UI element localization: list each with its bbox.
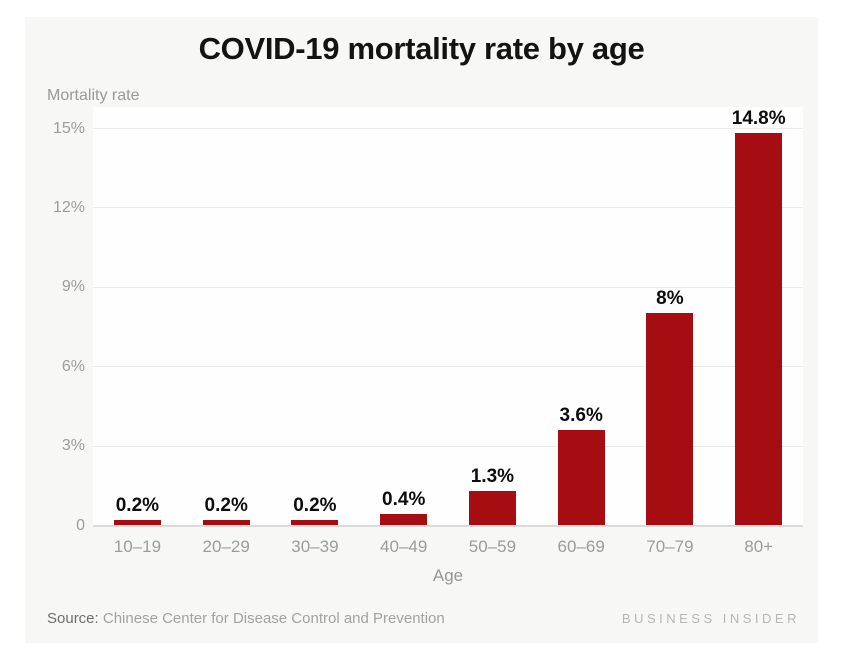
bar: [202, 519, 250, 525]
publisher-logo: BUSINESS INSIDER: [621, 611, 800, 626]
x-tick-label: 20–29: [202, 537, 250, 556]
x-tick-label: 60–69: [557, 537, 605, 556]
y-tick-label: 6%: [61, 357, 85, 375]
x-tick-label: 80+: [744, 537, 774, 556]
chart-card: COVID-19 mortality rate by age Mortality…: [25, 17, 818, 643]
y-tick-label: 12%: [52, 198, 85, 216]
gridline: [93, 445, 803, 447]
y-tick-label: 3%: [61, 437, 85, 455]
gridline: [93, 366, 803, 368]
y-tick-label: 15%: [52, 119, 85, 137]
bar-value-label: 1.3%: [470, 465, 515, 487]
source-line: Source: Chinese Center for Disease Contr…: [47, 610, 445, 627]
plot-area: 0.2% 0.2% 0.2% 0.4% 1.3% 3.6% 8% 14.8%: [93, 107, 803, 527]
bar-value-label: 8%: [656, 288, 684, 310]
x-tick-label: 30–39: [291, 537, 339, 556]
gridline: [93, 128, 803, 129]
bar: [380, 514, 428, 525]
bar: [646, 313, 694, 525]
y-axis-title: Mortality rate: [47, 87, 140, 104]
bar-value-label: 14.8%: [731, 108, 786, 130]
x-tick-label: 50–59: [468, 537, 517, 556]
bar: [468, 490, 516, 525]
source-text: Chinese Center for Disease Control and P…: [102, 610, 445, 627]
bar-value-label: 0.2%: [115, 494, 160, 516]
x-tick-label: 40–49: [380, 537, 428, 556]
gridline: [93, 207, 803, 209]
x-tick-label: 10–19: [113, 537, 162, 556]
chart-footer: Source: Chinese Center for Disease Contr…: [47, 610, 800, 627]
bar-value-label: 0.2%: [293, 494, 337, 516]
x-axis-title: Age: [432, 566, 464, 585]
bar: [291, 519, 339, 525]
y-tick-label: 9%: [61, 278, 85, 296]
source-label: Source:: [47, 610, 99, 627]
bar-value-label: 0.2%: [204, 494, 248, 516]
gridline: [93, 286, 803, 288]
bar: [735, 133, 783, 525]
bar: [557, 429, 605, 525]
chart-title: COVID-19 mortality rate by age: [198, 31, 645, 66]
y-tick-label: 0: [76, 516, 85, 534]
bar-value-label: 0.4%: [382, 489, 426, 511]
x-tick-label: 70–79: [646, 537, 694, 556]
bar-value-label: 3.6%: [559, 404, 603, 426]
bar: [113, 519, 161, 525]
